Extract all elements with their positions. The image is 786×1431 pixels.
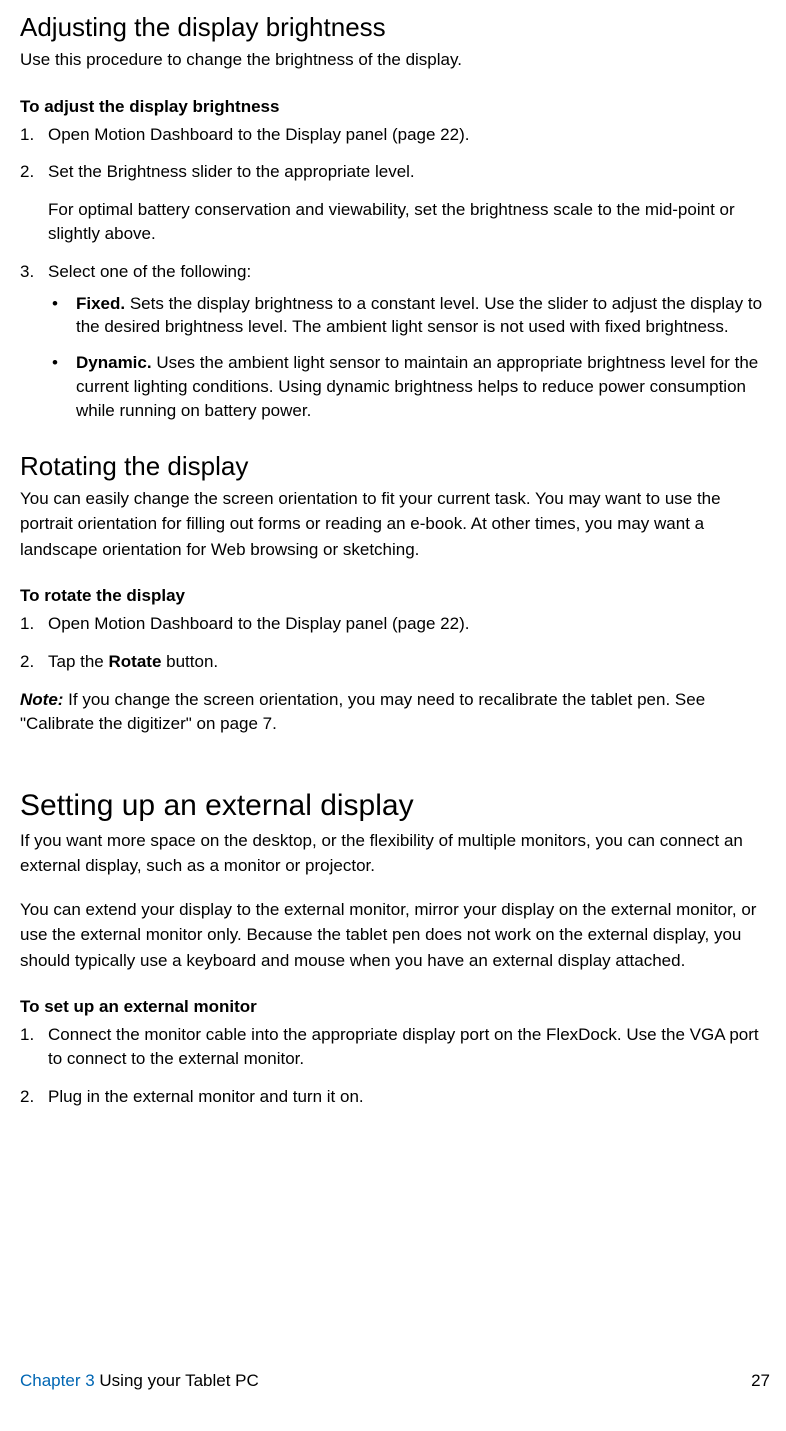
footer-title: Using your Tablet PC xyxy=(95,1371,259,1390)
heading-external-display: Setting up an external display xyxy=(20,788,770,824)
rotate-step-2-bold: Rotate xyxy=(109,652,162,671)
option-dynamic: Dynamic. Uses the ambient light sensor t… xyxy=(48,351,770,422)
rotate-step-2-post: button. xyxy=(161,652,218,671)
intro-rotating-display: You can easily change the screen orienta… xyxy=(20,486,770,563)
rotate-step-2: Tap the Rotate button. xyxy=(20,650,770,674)
step-3: Select one of the following: Fixed. Sets… xyxy=(20,260,770,423)
option-dynamic-text: Uses the ambient light sensor to maintai… xyxy=(76,353,758,420)
note-label: Note: xyxy=(20,690,63,709)
steps-rotate-display: Open Motion Dashboard to the Display pan… xyxy=(20,612,770,674)
page-footer: Chapter 3 Using your Tablet PC 27 xyxy=(20,1371,770,1391)
subhead-external-monitor: To set up an external monitor xyxy=(20,997,770,1017)
note-rotate: Note: If you change the screen orientati… xyxy=(20,688,770,736)
steps-external-monitor: Connect the monitor cable into the appro… xyxy=(20,1023,770,1108)
option-dynamic-label: Dynamic. xyxy=(76,353,152,372)
step-1: Open Motion Dashboard to the Display pan… xyxy=(20,123,770,147)
heading-adjusting-brightness: Adjusting the display brightness xyxy=(20,12,770,43)
ext-step-2: Plug in the external monitor and turn it… xyxy=(20,1085,770,1109)
options-list: Fixed. Sets the display brightness to a … xyxy=(48,292,770,423)
option-fixed: Fixed. Sets the display brightness to a … xyxy=(48,292,770,340)
step-2: Set the Brightness slider to the appropr… xyxy=(20,160,770,245)
footer-page-number: 27 xyxy=(751,1371,770,1391)
option-fixed-label: Fixed. xyxy=(76,294,125,313)
option-fixed-text: Sets the display brightness to a constan… xyxy=(76,294,762,337)
rotate-step-1: Open Motion Dashboard to the Display pan… xyxy=(20,612,770,636)
footer-chapter: Chapter 3 xyxy=(20,1371,95,1390)
note-text: If you change the screen orientation, yo… xyxy=(20,690,705,733)
step-3-text: Select one of the following: xyxy=(48,262,251,281)
subhead-adjust-brightness: To adjust the display brightness xyxy=(20,97,770,117)
steps-adjust-brightness: Open Motion Dashboard to the Display pan… xyxy=(20,123,770,423)
para2-external-display: You can extend your display to the exter… xyxy=(20,897,770,974)
step-2-text: Set the Brightness slider to the appropr… xyxy=(48,162,415,181)
footer-left: Chapter 3 Using your Tablet PC xyxy=(20,1371,259,1391)
intro-external-display: If you want more space on the desktop, o… xyxy=(20,828,770,879)
step-2-subpara: For optimal battery conservation and vie… xyxy=(48,198,770,246)
intro-adjusting-brightness: Use this procedure to change the brightn… xyxy=(20,47,770,73)
subhead-rotate-display: To rotate the display xyxy=(20,586,770,606)
rotate-step-2-pre: Tap the xyxy=(48,652,109,671)
ext-step-1: Connect the monitor cable into the appro… xyxy=(20,1023,770,1071)
heading-rotating-display: Rotating the display xyxy=(20,451,770,482)
